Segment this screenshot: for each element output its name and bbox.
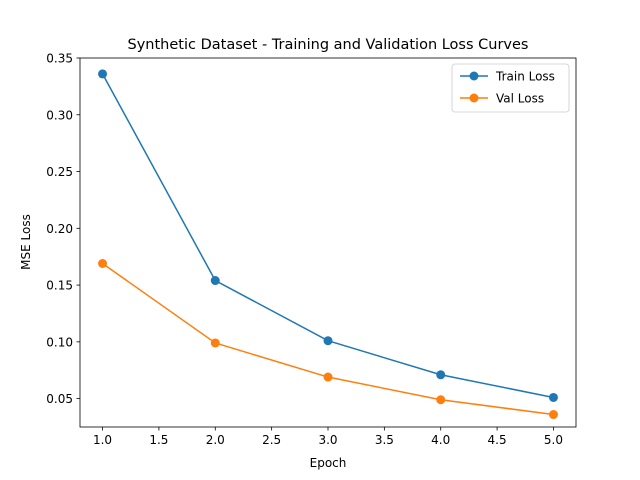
x-tick-label: 5.0 — [544, 433, 563, 447]
legend-swatch-marker — [469, 71, 479, 81]
train-loss-point — [98, 69, 108, 79]
train-loss-point — [548, 392, 558, 402]
x-tick-label: 2.0 — [206, 433, 225, 447]
y-axis: 0.05 0.10 0.15 0.20 0.25 0.30 0.35 — [46, 52, 80, 406]
x-tick-label: 2.5 — [262, 433, 281, 447]
val-loss-point — [210, 338, 220, 348]
train-loss-point — [436, 370, 446, 380]
legend-swatch-marker — [469, 93, 479, 103]
y-tick-label: 0.05 — [46, 392, 73, 406]
y-tick-label: 0.25 — [46, 165, 73, 179]
x-axis: 1.0 1.5 2.0 2.5 3.0 3.5 4.0 4.5 5.0 — [93, 427, 563, 447]
y-tick-label: 0.35 — [46, 52, 73, 66]
val-loss-point — [436, 395, 446, 405]
x-tick-label: 3.5 — [375, 433, 394, 447]
y-tick-label: 0.20 — [46, 222, 73, 236]
y-tick-label: 0.10 — [46, 335, 73, 349]
y-axis-label: MSE Loss — [19, 214, 33, 270]
y-tick-label: 0.30 — [46, 108, 73, 122]
series-layer — [98, 69, 558, 420]
plot-area — [79, 57, 577, 428]
x-tick-label: 1.5 — [149, 433, 168, 447]
train-loss-point — [210, 276, 220, 286]
val-loss-point — [548, 410, 558, 420]
x-tick-label: 4.5 — [488, 433, 507, 447]
legend: Train Loss Val Loss — [451, 63, 570, 113]
train-loss-point — [323, 336, 333, 346]
y-tick-label: 0.15 — [46, 279, 73, 293]
x-tick-label: 3.0 — [318, 433, 337, 447]
x-axis-label: Epoch — [310, 456, 347, 470]
x-tick-label: 1.0 — [93, 433, 112, 447]
val-loss-point — [323, 372, 333, 382]
axes-frame — [79, 57, 577, 428]
x-tick-label: 4.0 — [431, 433, 450, 447]
val-loss-point — [98, 259, 108, 269]
legend-label: Val Loss — [496, 92, 544, 106]
legend-label: Train Loss — [495, 70, 555, 84]
chart-title: Synthetic Dataset - Training and Validat… — [128, 37, 529, 53]
